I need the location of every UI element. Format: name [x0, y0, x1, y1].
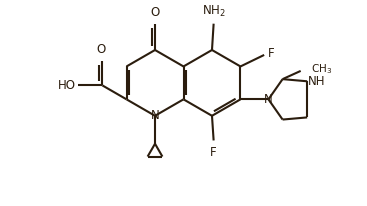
Text: O: O	[150, 6, 160, 19]
Text: N: N	[150, 109, 159, 122]
Text: CH$_3$: CH$_3$	[310, 62, 332, 76]
Text: HO: HO	[58, 79, 76, 92]
Text: N: N	[264, 93, 273, 106]
Text: NH$_2$: NH$_2$	[202, 4, 226, 19]
Text: O: O	[96, 43, 105, 56]
Text: F: F	[268, 47, 274, 60]
Text: F: F	[210, 146, 217, 159]
Text: NH: NH	[308, 75, 325, 88]
